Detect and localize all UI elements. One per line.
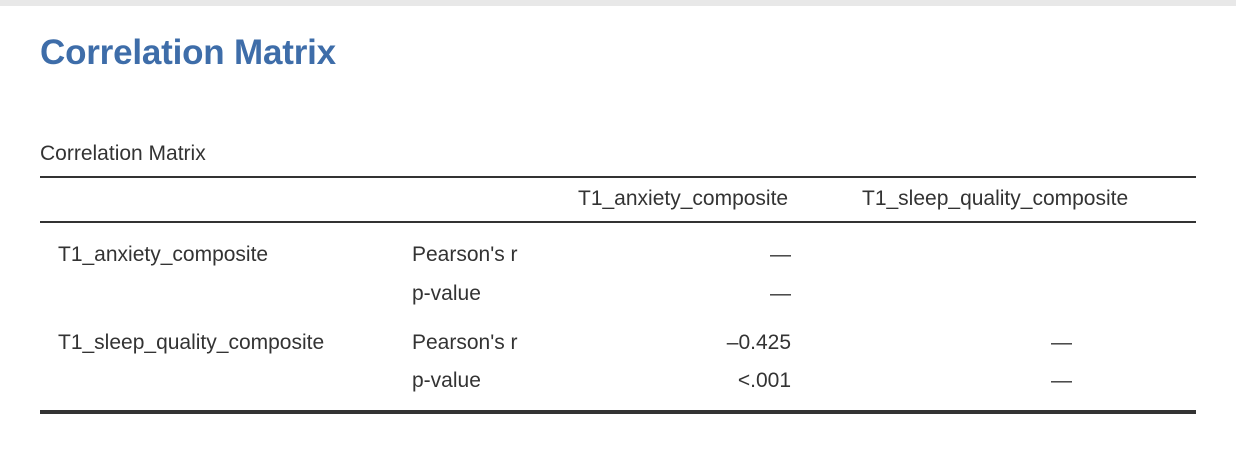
- page-title: Correlation Matrix: [40, 33, 336, 72]
- row-label-anxiety: T1_anxiety_composite: [58, 243, 269, 266]
- stat-label-pearson: Pearson's r: [412, 331, 518, 354]
- stat-label-p-value: p-value: [412, 282, 481, 305]
- stat-label-p-value: p-value: [412, 369, 481, 392]
- table-bottom-rule: [40, 410, 1196, 414]
- row-label-sleep-quality: T1_sleep_quality_composite: [58, 331, 325, 354]
- table-cell: —: [1051, 331, 1072, 354]
- table-header-rule: [40, 221, 1196, 223]
- table-cell: <.001: [737, 369, 791, 392]
- stat-label-pearson: Pearson's r: [412, 243, 518, 266]
- table-cell: —: [1051, 369, 1072, 392]
- column-header-sleep-quality: T1_sleep_quality_composite: [862, 187, 1129, 210]
- table-cell: —: [770, 282, 791, 305]
- table-top-rule: [40, 176, 1196, 178]
- column-header-anxiety: T1_anxiety_composite: [578, 187, 789, 210]
- table-cell: –0.425: [726, 331, 791, 354]
- table-caption: Correlation Matrix: [40, 142, 206, 165]
- table-cell: —: [770, 243, 791, 266]
- window-top-bar: [0, 0, 1236, 6]
